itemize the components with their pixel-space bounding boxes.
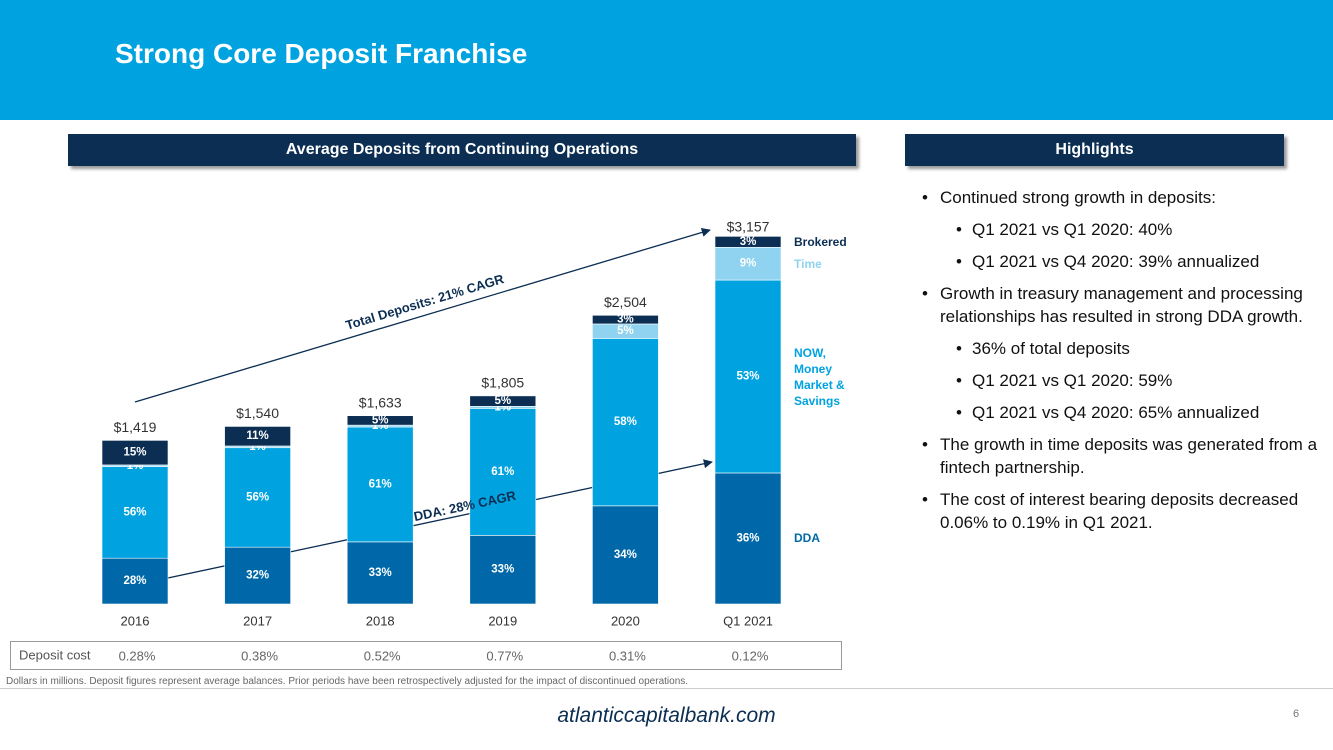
- total-label: $1,633: [359, 394, 402, 410]
- segment-label: 34%: [614, 549, 637, 561]
- total-label: $1,540: [236, 405, 279, 421]
- slide-title: Strong Core Deposit Franchise: [115, 38, 528, 69]
- bar-segment: [224, 447, 291, 548]
- bar-segment: [346, 541, 414, 605]
- segment-label: 3%: [740, 236, 757, 248]
- segment-label: 32%: [246, 570, 269, 582]
- segment-label: 3%: [617, 314, 634, 326]
- chart-title: Average Deposits from Continuing Operati…: [68, 134, 856, 166]
- x-tick-label: 2017: [243, 613, 272, 628]
- rule: [0, 688, 1333, 689]
- segment-label: 61%: [491, 466, 514, 478]
- x-tick-label: 2019: [488, 613, 517, 628]
- segment-label: 11%: [246, 430, 268, 442]
- bar-segment: [101, 557, 169, 605]
- highlight-item: Continued strong growth in deposits:: [918, 186, 1318, 209]
- cost-label: Deposit cost: [19, 647, 91, 662]
- total-label: $1,805: [481, 375, 524, 391]
- bar-segment: [469, 535, 537, 605]
- legend-label: DDA: [794, 531, 820, 546]
- page-number: 6: [1293, 708, 1300, 720]
- header-band: [0, 0, 1333, 120]
- highlights-list: Continued strong growth in deposits: Q1 2…: [918, 186, 1318, 543]
- segment-label: 58%: [614, 416, 637, 428]
- total-label: $3,157: [727, 219, 770, 235]
- bar-segment: [346, 415, 414, 426]
- segment-label: 61%: [369, 478, 392, 490]
- bar-segment: [469, 408, 537, 536]
- highlight-item: 36% of total deposits: [918, 337, 1318, 360]
- bar-segment: [224, 546, 291, 605]
- x-tick-label: 2016: [121, 613, 150, 628]
- cost-value: 0.28%: [119, 648, 156, 663]
- highlights-title: Highlights: [905, 134, 1284, 166]
- cost-value: 0.52%: [364, 648, 401, 663]
- footnote: Dollars in millions. Deposit figures rep…: [6, 676, 689, 687]
- highlight-item: Q1 2021 vs Q1 2020: 40%: [918, 218, 1318, 241]
- bar-segment: [101, 440, 169, 466]
- cost-value: 0.77%: [486, 648, 523, 663]
- annotation: Total Deposits: 21% CAGR: [344, 271, 506, 333]
- segment-label: 33%: [491, 564, 514, 576]
- legend-label: Time: [794, 256, 822, 271]
- segment-label: 5%: [372, 414, 389, 426]
- bar-segment: [714, 472, 782, 605]
- bar-segment: [714, 279, 782, 474]
- segment-label: 15%: [123, 447, 146, 459]
- segment-label: 33%: [369, 567, 392, 579]
- total-label: $1,419: [114, 419, 157, 435]
- segment-label: 9%: [740, 258, 757, 270]
- highlight-item: The growth in time deposits was generate…: [918, 433, 1318, 479]
- legend-label: Brokered: [794, 234, 847, 249]
- bar-segment: [469, 395, 537, 407]
- chart: 28%56%1%15%$1,41920160.28%32%56%1%11%$1,…: [19, 219, 782, 663]
- bar-segment: [714, 236, 782, 248]
- bar-segment: [346, 426, 414, 543]
- cost-value: 0.12%: [732, 648, 769, 663]
- segment-label: 53%: [736, 371, 759, 383]
- segment-label: 5%: [617, 325, 634, 337]
- highlight-item: Q1 2021 vs Q1 2020: 59%: [918, 369, 1318, 392]
- segment-label: 56%: [246, 491, 269, 503]
- segment-label: 56%: [123, 506, 146, 518]
- segment-label: 36%: [736, 533, 759, 545]
- highlight-item: Q1 2021 vs Q4 2020: 39% annualized: [918, 250, 1318, 273]
- arrow: [134, 227, 711, 403]
- x-tick-label: Q1 2021: [723, 613, 773, 628]
- bar-segment: [224, 426, 291, 447]
- highlight-item: Growth in treasury management and proces…: [918, 282, 1318, 328]
- highlight-item: Q1 2021 vs Q4 2020: 65% annualized: [918, 401, 1318, 424]
- bar-segment: [714, 246, 782, 281]
- segment-label: 28%: [123, 575, 146, 587]
- legend-label: NOW, Money Market & Savings: [794, 345, 845, 408]
- bar-segment: [592, 338, 659, 507]
- x-tick-label: 2018: [366, 613, 395, 628]
- url: atlanticcapitalbank.com: [557, 704, 776, 727]
- cost-value: 0.31%: [609, 648, 646, 663]
- bar-segment: [592, 505, 659, 605]
- highlight-item: The cost of interest bearing deposits de…: [918, 488, 1318, 534]
- cost-value: 0.38%: [241, 648, 278, 663]
- bar-segment: [592, 314, 659, 325]
- cost-box: [10, 641, 842, 670]
- x-tick-label: 2020: [611, 613, 640, 628]
- bar-segment: [101, 466, 169, 559]
- segment-label: 5%: [494, 395, 511, 407]
- total-label: $2,504: [604, 294, 647, 310]
